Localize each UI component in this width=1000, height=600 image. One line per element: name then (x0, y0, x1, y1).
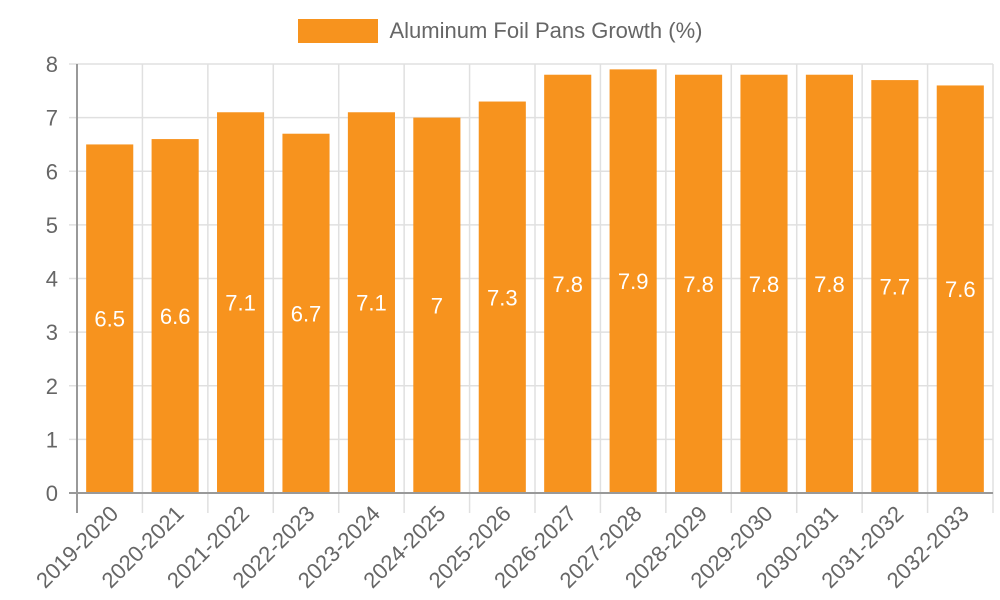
y-axis-ticks: 0 1 2 3 4 5 6 7 8 (46, 52, 58, 506)
data-label: 7.1 (356, 291, 387, 316)
y-tick-label: 1 (46, 427, 58, 452)
bar[interactable] (282, 133, 330, 493)
data-label: 7.3 (487, 285, 518, 310)
data-label: 7.7 (880, 275, 911, 300)
data-label: 7.8 (749, 272, 780, 297)
data-label: 7.8 (814, 272, 845, 297)
data-label: 7.8 (552, 272, 583, 297)
data-label: 7.1 (225, 291, 256, 316)
bar[interactable] (478, 101, 526, 493)
y-tick-label: 5 (46, 213, 58, 238)
data-label: 6.5 (94, 307, 125, 332)
bar[interactable] (675, 74, 723, 493)
legend-swatch[interactable] (297, 19, 378, 43)
bar-series (86, 69, 984, 494)
y-tick-label: 4 (46, 267, 58, 292)
data-label: 6.6 (160, 304, 191, 329)
y-tick-label: 7 (46, 106, 58, 131)
y-tick-label: 2 (46, 374, 58, 399)
bar[interactable] (151, 139, 199, 493)
data-labels: 6.5 6.6 7.1 6.7 7.1 7 7.3 7.8 7.9 7.8 7.8 7.8 7.7 7.6 (94, 269, 975, 332)
bar[interactable] (871, 80, 919, 494)
bar[interactable] (544, 74, 592, 493)
bar[interactable] (805, 74, 853, 493)
bar[interactable] (217, 112, 265, 493)
data-label: 7.6 (945, 277, 976, 302)
data-label: 7 (431, 293, 443, 318)
data-label: 7.8 (683, 272, 714, 297)
y-tick-label: 6 (46, 159, 58, 184)
bar[interactable] (86, 144, 134, 493)
y-tick-label: 3 (46, 320, 58, 345)
legend-label[interactable]: Aluminum Foil Pans Growth (%) (389, 18, 703, 43)
bar[interactable] (936, 85, 984, 493)
chart-legend: Aluminum Foil Pans Growth (%) (0, 18, 1000, 44)
data-label: 6.7 (291, 301, 322, 326)
bar[interactable] (609, 69, 657, 494)
y-tick-label: 8 (46, 52, 58, 77)
bar[interactable] (740, 74, 788, 493)
data-label: 7.9 (618, 269, 649, 294)
bar[interactable] (347, 112, 395, 493)
y-tick-label: 0 (46, 481, 58, 506)
axes (69, 64, 993, 513)
grid-lines (69, 63, 994, 513)
bar[interactable] (413, 117, 461, 493)
x-axis-ticks: 2019-20202020-20212021-20222022-20232023… (31, 501, 974, 593)
